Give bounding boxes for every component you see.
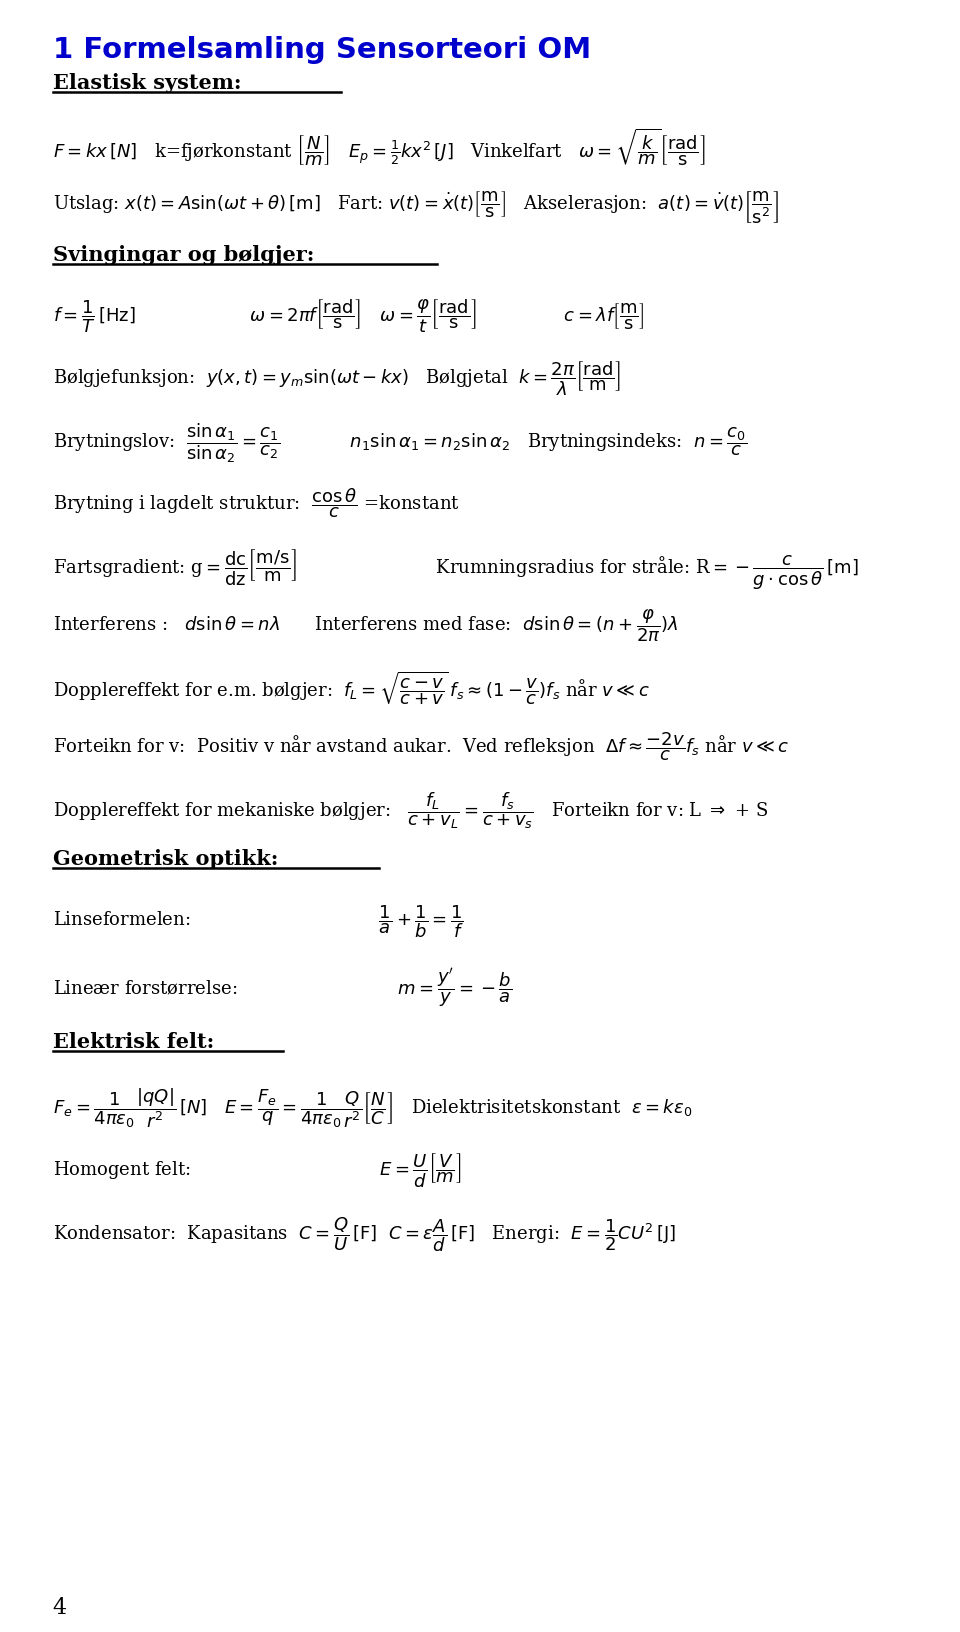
Text: Interferens :   $d\sin\theta = n\lambda$      Interferens med fase:  $d\sin\thet: Interferens : $d\sin\theta = n\lambda$ I…	[53, 607, 678, 643]
Text: Linseformelen:                                 $\dfrac{1}{a} + \dfrac{1}{b} = \d: Linseformelen: $\dfrac{1}{a} + \dfrac{1}…	[53, 902, 464, 938]
Text: Svingingar og bølgjer:: Svingingar og bølgjer:	[53, 245, 314, 264]
Text: Dopplereffekt for mekaniske bølgjer:   $\dfrac{f_L}{c+v_L} = \dfrac{f_s}{c+v_s}$: Dopplereffekt for mekaniske bølgjer: $\d…	[53, 790, 768, 831]
Text: Utslag: $x(t) = A\sin(\omega t + \theta)\,[\mathrm{m}]$   Fart: $v(t) = \dot{x}(: Utslag: $x(t) = A\sin(\omega t + \theta)…	[53, 189, 779, 225]
Text: Brytning i lagdelt struktur:  $\dfrac{\cos\theta}{c}$ =konstant: Brytning i lagdelt struktur: $\dfrac{\co…	[53, 486, 460, 521]
Text: Forteikn for v:  Positiv v når avstand aukar.  Ved refleksjon  $\Delta f \approx: Forteikn for v: Positiv v når avstand au…	[53, 730, 789, 762]
Text: Homogent felt:                                 $E = \dfrac{U}{d}\left[\dfrac{V}{: Homogent felt: $E = \dfrac{U}{d}\left[\d…	[53, 1151, 461, 1188]
Text: Fartsgradient: g$=\dfrac{\mathrm{dc}}{\mathrm{dz}}\left[\dfrac{\mathrm{m/s}}{\ma: Fartsgradient: g$=\dfrac{\mathrm{dc}}{\m…	[53, 547, 858, 591]
Text: Dopplereffekt for e.m. bølgjer:  $f_L = \sqrt{\dfrac{c-v}{c+v}}\,f_s \approx (1-: Dopplereffekt for e.m. bølgjer: $f_L = \…	[53, 669, 650, 707]
Text: Geometrisk optikk:: Geometrisk optikk:	[53, 849, 278, 868]
Text: $F_e = \dfrac{1}{4\pi\varepsilon_0}\dfrac{|qQ|}{r^2}\,[N]$   $E = \dfrac{F_e}{q}: $F_e = \dfrac{1}{4\pi\varepsilon_0}\dfra…	[53, 1085, 692, 1129]
Text: $F = kx\,[N]$   k=fjørkonstant $\left[\dfrac{N}{m}\right]$   $E_p = \frac{1}{2}k: $F = kx\,[N]$ k=fjørkonstant $\left[\dfr…	[53, 127, 706, 168]
Text: $f = \dfrac{1}{T}\,[\mathrm{Hz}]$                    $\omega = 2\pi f\left[\dfra: $f = \dfrac{1}{T}\,[\mathrm{Hz}]$ $\omeg…	[53, 297, 644, 335]
Text: Brytningslov:  $\dfrac{\sin\alpha_1}{\sin\alpha_2} = \dfrac{c_1}{c_2}$   $\quad\: Brytningslov: $\dfrac{\sin\alpha_1}{\sin…	[53, 421, 747, 465]
Text: Bølgjefunksjon:  $y(x,t) = y_m\sin(\omega t - kx)$   Bølgjetal  $k = \dfrac{2\pi: Bølgjefunksjon: $y(x,t) = y_m\sin(\omega…	[53, 359, 621, 397]
Text: Elektrisk felt:: Elektrisk felt:	[53, 1031, 214, 1051]
Text: 1 Formelsamling Sensorteori OM: 1 Formelsamling Sensorteori OM	[53, 36, 591, 64]
Text: 4: 4	[53, 1596, 67, 1617]
Text: Elastisk system:: Elastisk system:	[53, 73, 241, 93]
Text: Lineær forstørrelse:                            $m = \dfrac{y^{\prime}}{y} = -\d: Lineær forstørrelse: $m = \dfrac{y^{\pri…	[53, 966, 512, 1009]
Text: Kondensator:  Kapasitans  $C = \dfrac{Q}{U}\,[\mathrm{F}]$  $C = \varepsilon\dfr: Kondensator: Kapasitans $C = \dfrac{Q}{U…	[53, 1214, 676, 1253]
